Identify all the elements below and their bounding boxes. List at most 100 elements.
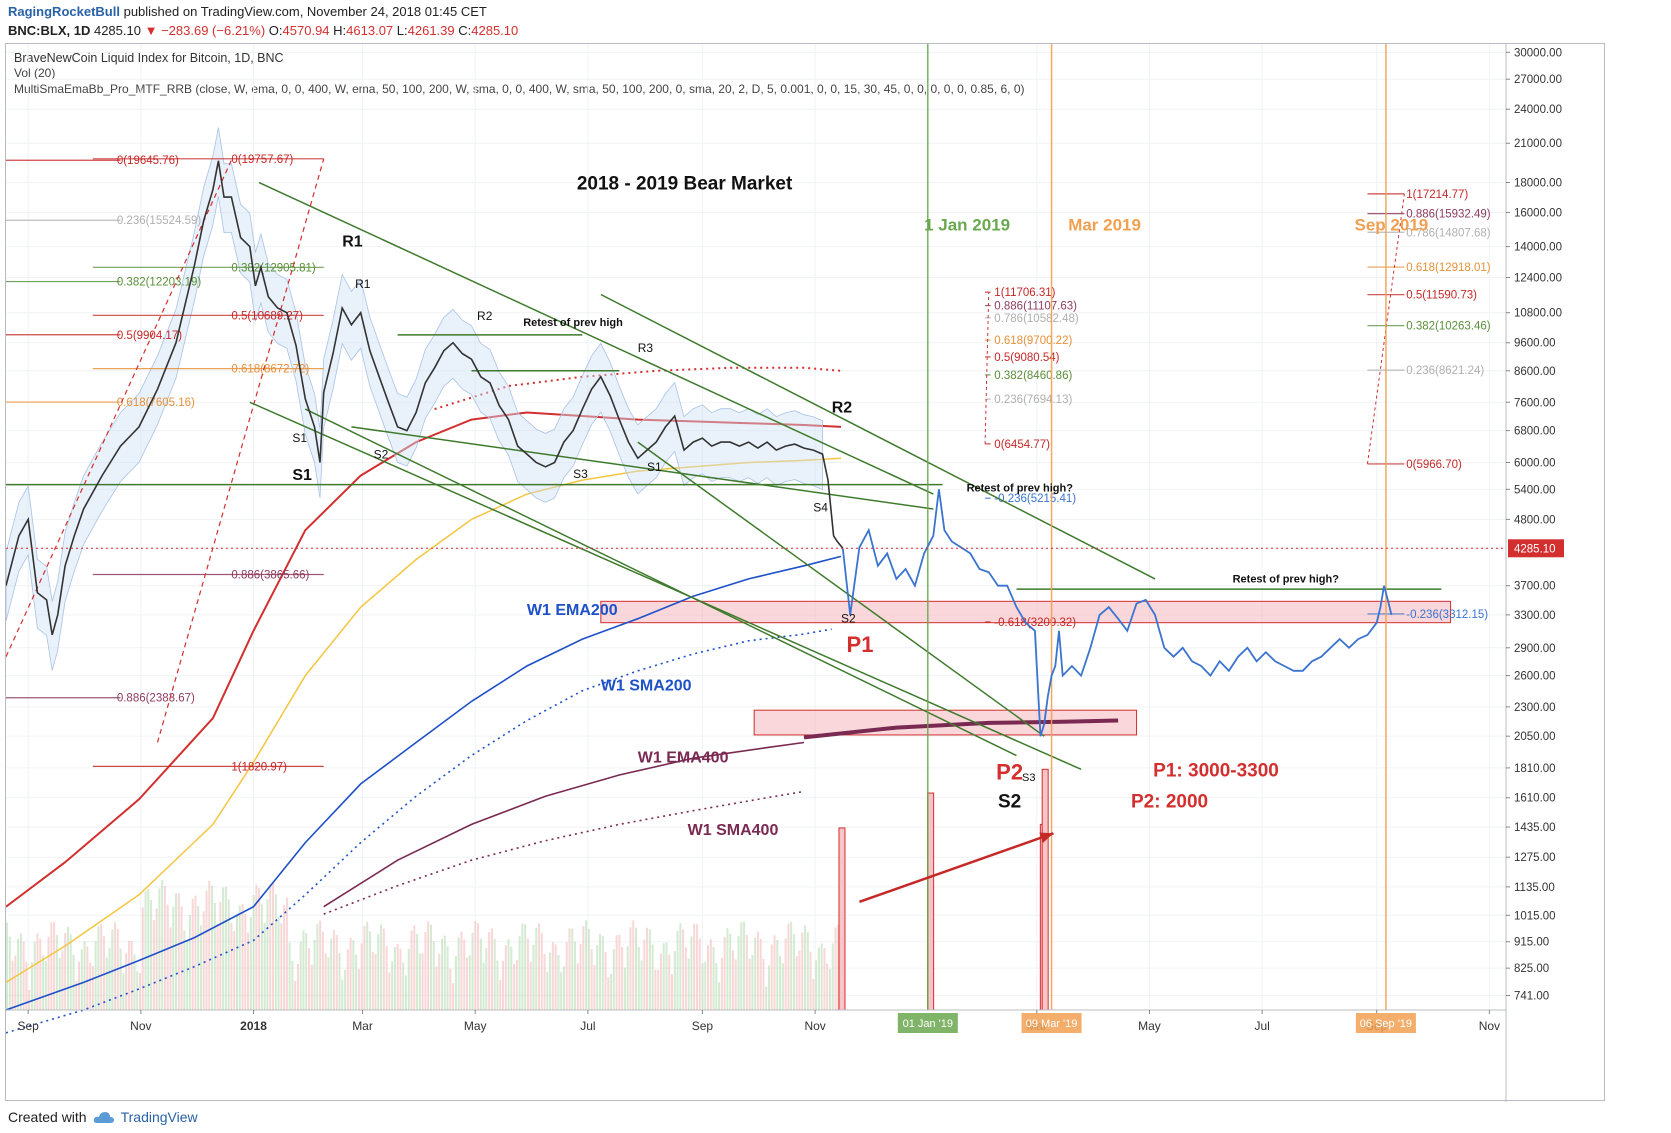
volume-bar xyxy=(208,880,211,1010)
tradingview-cloud-icon xyxy=(93,1112,114,1123)
volume-bar xyxy=(554,944,557,1010)
volume-bar xyxy=(374,953,377,1010)
volume-bar xyxy=(416,934,419,1010)
volume-bar xyxy=(792,934,795,1010)
volume-bar xyxy=(549,952,552,1010)
chart-annotation: S3 xyxy=(573,467,588,481)
time-tick-label: Nov xyxy=(130,1019,151,1033)
volume-bar xyxy=(285,897,288,1010)
volume-bar xyxy=(673,951,676,1010)
price-tick-label: 2900.00 xyxy=(1514,643,1556,655)
tradingview-link[interactable]: TradingView xyxy=(120,1109,198,1125)
volume-bar xyxy=(89,962,92,1010)
ma-lines-layer xyxy=(6,127,842,1034)
chart-annotation: R2 xyxy=(477,309,493,323)
volume-bar xyxy=(75,981,78,1010)
volume-bar xyxy=(28,990,31,1010)
volume-bar xyxy=(382,928,385,1010)
time-axis[interactable]: SepNov2018MarMayJulSepNovMarMayJulSepNov… xyxy=(6,1009,1506,1033)
volume-bar xyxy=(643,939,646,1010)
fib-label: 0.786(10582.48) xyxy=(994,313,1079,325)
chart-annotation: S4 xyxy=(813,501,828,515)
volume-bar xyxy=(8,936,11,1010)
fib-connector xyxy=(984,292,990,444)
volume-bar xyxy=(139,972,142,1010)
volume-bar xyxy=(402,962,405,1010)
price-tick-label: 18000.00 xyxy=(1514,178,1562,190)
chart-annotation: Retest of prev high? xyxy=(967,483,1074,495)
volume-bar xyxy=(701,963,704,1010)
volume-bar xyxy=(790,921,793,1010)
volume-bar xyxy=(19,933,22,1010)
volume-bar xyxy=(477,923,480,1010)
date-marker-tag xyxy=(1021,1013,1082,1033)
date-marker-tag xyxy=(897,1013,958,1033)
volume-bar xyxy=(557,954,560,1010)
price-axis[interactable]: 30000.00 27000.00 24000.00 21000.00 18000.00… xyxy=(1505,44,1564,1102)
price-tick-label: 1015.00 xyxy=(1514,910,1556,922)
trendline xyxy=(600,293,1156,580)
annotations-layer: 2018 - 2019 Bear Market 1 Jan 2019 Mar 201… xyxy=(292,174,1429,904)
trendline xyxy=(258,181,934,495)
volume-bar xyxy=(632,920,635,1010)
volume-bar xyxy=(393,946,396,1010)
price-tick-label: 1275.00 xyxy=(1514,852,1556,864)
volume-bar xyxy=(33,941,36,1010)
date-marker-label: 01 Jan '19 xyxy=(903,1018,953,1030)
volume-bar xyxy=(629,927,632,1010)
volume-bar xyxy=(504,945,507,1010)
price-tick-label: 915.00 xyxy=(1514,937,1549,949)
chart-annotation: P2 xyxy=(996,759,1023,784)
price-tick-label: 825.00 xyxy=(1514,963,1549,975)
price-chart[interactable]: BraveNewCoin Liquid Index for Bitcoin, 1… xyxy=(6,44,1606,1102)
volume-bar xyxy=(756,931,759,1010)
volume-bar xyxy=(737,936,740,1010)
fib-label: 0(19645.76) xyxy=(117,155,179,167)
volume-bar xyxy=(158,888,161,1010)
time-tick-label: Mar xyxy=(352,1019,373,1033)
volume-bar xyxy=(745,935,748,1010)
volume-bar xyxy=(834,927,837,1010)
chart-annotation: W1 EMA200 xyxy=(527,602,618,619)
volume-bar xyxy=(457,937,460,1010)
volume-bar xyxy=(258,888,261,1010)
volume-bar xyxy=(252,894,255,1010)
volume-bar xyxy=(726,928,729,1010)
fib-label: 0.618(9700.22) xyxy=(994,335,1072,347)
volume-bar xyxy=(305,933,308,1010)
volume-bar xyxy=(482,962,485,1010)
close-label: C: xyxy=(458,23,472,38)
volume-bar xyxy=(501,961,504,1010)
volume-bar xyxy=(804,925,807,1010)
volume-bar xyxy=(712,946,715,1010)
volume-bar xyxy=(263,922,266,1010)
volume-bar xyxy=(601,936,604,1010)
volume-bar xyxy=(529,961,532,1010)
volume-bar xyxy=(748,958,751,1010)
volume-bar xyxy=(380,924,383,1010)
volume-bar xyxy=(360,943,363,1010)
volume-bar xyxy=(80,949,83,1010)
volume-bar xyxy=(352,940,355,1010)
volume-bar xyxy=(521,923,524,1010)
chart-annotation: Sep 2019 xyxy=(1355,216,1429,235)
volume-bar xyxy=(97,925,100,1010)
volume-bar xyxy=(130,940,133,1010)
chart-frame[interactable]: BraveNewCoin Liquid Index for Bitcoin, 1… xyxy=(5,43,1606,1102)
volume-bar xyxy=(518,936,521,1010)
low-value: 4261.39 xyxy=(407,23,455,38)
volume-bar xyxy=(679,923,682,1010)
volume-bar xyxy=(64,932,67,1010)
time-tick-label: Sep xyxy=(17,1019,39,1033)
volume-bar xyxy=(463,939,466,1010)
volume-bar xyxy=(596,945,599,1010)
volume-bar xyxy=(490,928,493,1010)
author-link[interactable]: RagingRocketBull xyxy=(8,4,120,19)
time-tick-label: Sep xyxy=(692,1019,714,1033)
volume-bar xyxy=(319,920,322,1010)
open-label: O: xyxy=(268,23,283,38)
volume-bar xyxy=(676,930,679,1010)
volume-bar xyxy=(640,960,643,1010)
volume-bar xyxy=(58,957,61,1010)
volume-bar xyxy=(213,902,216,1010)
